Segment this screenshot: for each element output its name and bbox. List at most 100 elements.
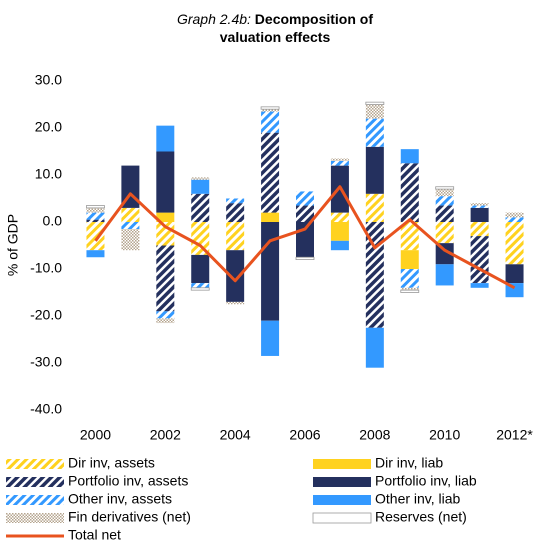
bar-segment	[400, 250, 419, 269]
bar-segment	[330, 158, 349, 161]
bar-segment	[435, 189, 454, 197]
bar-segment	[400, 287, 419, 291]
title-prefix: Graph 2.4b:	[176, 11, 251, 27]
bar-segment	[365, 104, 384, 119]
bar-segment	[121, 229, 140, 251]
y-tick-label: 30.0	[35, 72, 62, 88]
bar-segment	[121, 207, 140, 222]
chart-title: Graph 2.4b: Decomposition of valuation e…	[150, 10, 400, 46]
legend-label: Fin derivatives (net)	[68, 509, 191, 525]
bar-segment	[296, 205, 314, 222]
legend-label: Portfolio inv, liab	[375, 473, 477, 489]
y-tick-label: 10.0	[35, 166, 62, 182]
bar-segment	[295, 256, 315, 260]
legend-swatch	[6, 513, 64, 523]
bar-segment	[400, 163, 419, 222]
bar-segment	[261, 222, 280, 321]
bar-segment	[505, 264, 524, 284]
bar-segment	[190, 287, 210, 291]
bar-segment	[86, 212, 105, 220]
bar-segment	[435, 264, 454, 286]
total-line	[94, 185, 516, 290]
legend-swatch	[6, 459, 64, 469]
bar-segment	[330, 160, 349, 166]
legend-label: Reserves (net)	[375, 509, 467, 525]
bar-segment	[365, 146, 384, 194]
bar-segment	[156, 311, 175, 319]
bar-segment	[156, 125, 175, 152]
bar-segment	[226, 250, 245, 302]
bar-segment	[470, 236, 489, 284]
bar-segment	[435, 205, 454, 222]
bar-segment	[330, 212, 349, 222]
bar-segment	[261, 132, 280, 213]
x-tick-label: 2004	[220, 427, 251, 443]
bar-segment	[365, 193, 384, 222]
y-tick-label: -30.0	[30, 354, 62, 370]
legend-swatch	[312, 512, 372, 524]
bar-segment	[365, 327, 384, 368]
y-tick-label: 0.0	[43, 213, 63, 229]
bar-segment	[400, 222, 419, 251]
bar-segment	[470, 283, 489, 288]
legend-label: Dir inv, assets	[68, 455, 155, 471]
legend-swatch	[6, 477, 64, 487]
legend-label: Total net	[68, 527, 121, 543]
bar-segment	[86, 205, 105, 209]
bar-segment	[505, 212, 524, 218]
bar-segment	[86, 207, 105, 213]
bar-segment	[191, 177, 210, 180]
bar-segment	[505, 222, 524, 265]
bar-segment	[365, 222, 384, 328]
bar-segment	[191, 254, 210, 284]
bar-segment	[435, 222, 454, 244]
x-tick-label: 2000	[80, 427, 111, 443]
x-tick-label: 2006	[289, 427, 320, 443]
bar-segment	[365, 101, 385, 105]
bar-segment	[435, 243, 454, 265]
bar-segment	[261, 320, 280, 356]
legend-label: Other inv, liab	[375, 491, 461, 507]
y-tick-label: -20.0	[30, 307, 62, 323]
bar-segment	[435, 196, 454, 206]
y-tick-label: 20.0	[35, 119, 62, 135]
bar-segment	[470, 205, 489, 208]
legend-label: Other inv, assets	[68, 491, 172, 507]
bar-segment	[226, 198, 245, 204]
bar-segment	[121, 222, 140, 230]
y-axis-label: % of GDP	[5, 214, 21, 276]
bar-segment	[296, 191, 314, 206]
bar-segment	[156, 318, 175, 324]
bar-segment	[435, 186, 455, 190]
title-text: Decomposition of valuation effects	[219, 11, 374, 45]
legend-swatch	[313, 459, 371, 469]
x-tick-label: 2010	[429, 427, 460, 443]
x-tick-label: 2012*	[496, 427, 533, 443]
bar-segment	[261, 109, 280, 112]
bar-segment	[156, 212, 175, 222]
bar-segment	[330, 240, 349, 251]
bar-segment	[191, 193, 210, 222]
bar-segment	[191, 222, 210, 255]
bar-segment	[86, 222, 105, 251]
bar-segment	[400, 269, 419, 288]
legend-label: Portfolio inv, assets	[68, 473, 188, 489]
y-tick-label: -10.0	[30, 260, 62, 276]
bar-segment	[470, 203, 489, 206]
bar-segment	[191, 179, 210, 194]
bar-segment	[505, 217, 524, 222]
bar-segment	[191, 283, 210, 288]
bar-segment	[156, 245, 175, 312]
bar-segment	[330, 222, 349, 241]
bar-segment	[400, 289, 420, 293]
bar-segment	[400, 149, 419, 164]
bar-segment	[226, 203, 245, 222]
x-tick-label: 2002	[150, 427, 181, 443]
bar-segment	[86, 219, 105, 222]
bar-segment	[260, 106, 280, 110]
legend-label: Dir inv, liab	[375, 455, 443, 471]
bar-segment	[226, 301, 245, 305]
bar-segment	[470, 207, 489, 222]
